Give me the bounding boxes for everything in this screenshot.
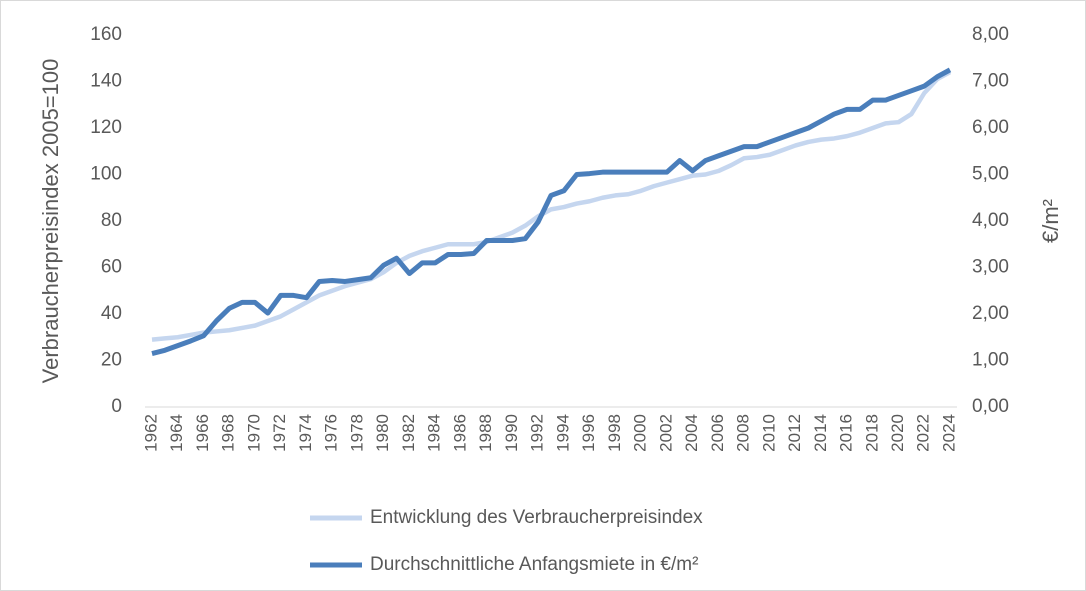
x-tick-label: 2022 [914, 414, 933, 452]
x-tick-label: 2010 [759, 414, 778, 452]
legend-label: Entwicklung des Verbraucherpreisindex [370, 507, 703, 528]
x-tick-label: 2016 [837, 414, 856, 452]
x-tick-label: 1982 [399, 414, 418, 452]
x-tick-label: 1972 [270, 414, 289, 452]
y-tick-label: 40 [101, 303, 122, 324]
y-tick-label: 140 [90, 71, 122, 92]
x-tick-label: 1966 [193, 414, 212, 452]
y2-tick-label: 3,00 [972, 257, 1009, 278]
x-tick-label: 2000 [631, 414, 650, 452]
y-tick-label: 120 [90, 117, 122, 138]
x-tick-label: 2006 [708, 414, 727, 452]
y-tick-label: 160 [90, 24, 122, 45]
x-tick-label: 1994 [553, 414, 572, 452]
x-tick-label: 2002 [656, 414, 675, 452]
y2-tick-label: 4,00 [972, 210, 1009, 231]
series-line [151, 67, 952, 356]
y2-tick-label: 2,00 [972, 303, 1009, 324]
x-tick-label: 1964 [167, 414, 186, 452]
y-tick-label: 60 [101, 257, 122, 278]
y2-tick-label: 5,00 [972, 164, 1009, 185]
x-tick-label: 2024 [939, 414, 958, 452]
x-tick-label: 1968 [219, 414, 238, 452]
legend-label: Durchschnittliche Anfangsmiete in €/m² [370, 554, 698, 575]
x-tick-label: 2008 [734, 414, 753, 452]
y2-tick-label: 1,00 [972, 350, 1009, 371]
y2-axis-title: €/m² [1038, 199, 1063, 243]
x-tick-label: 1992 [528, 414, 547, 452]
x-tick-label: 1984 [425, 414, 444, 452]
x-tick-label: 2012 [785, 414, 804, 452]
x-tick-label: 1976 [322, 414, 341, 452]
series-line [151, 70, 952, 342]
y2-tick-label: 6,00 [972, 117, 1009, 138]
x-tick-label: 1996 [579, 414, 598, 452]
y2-tick-label: 8,00 [972, 24, 1009, 45]
x-tick-label: 2004 [682, 414, 701, 452]
x-tick-label: 1990 [502, 414, 521, 452]
y-tick-label: 0 [111, 396, 122, 417]
y-tick-label: 20 [101, 350, 122, 371]
x-tick-label: 1974 [296, 414, 315, 452]
x-tick-label: 1986 [450, 414, 469, 452]
x-tick-label: 1962 [141, 414, 160, 452]
x-tick-label: 2014 [811, 414, 830, 452]
x-tick-label: 1978 [347, 414, 366, 452]
y-tick-label: 80 [101, 210, 122, 231]
y-tick-label: 100 [90, 164, 122, 185]
x-tick-label: 1988 [476, 414, 495, 452]
y2-tick-label: 7,00 [972, 71, 1009, 92]
x-tick-label: 2020 [888, 414, 907, 452]
y-axis-title: Verbraucherpreisindex 2005=100 [38, 59, 63, 384]
x-tick-label: 1998 [605, 414, 624, 452]
x-tick-label: 1980 [373, 414, 392, 452]
y2-tick-label: 0,00 [972, 396, 1009, 417]
legend: Entwicklung des Verbraucherpreisindex Dur… [310, 507, 703, 575]
x-tick-label: 1970 [244, 414, 263, 452]
x-tick-label: 2018 [862, 414, 881, 452]
